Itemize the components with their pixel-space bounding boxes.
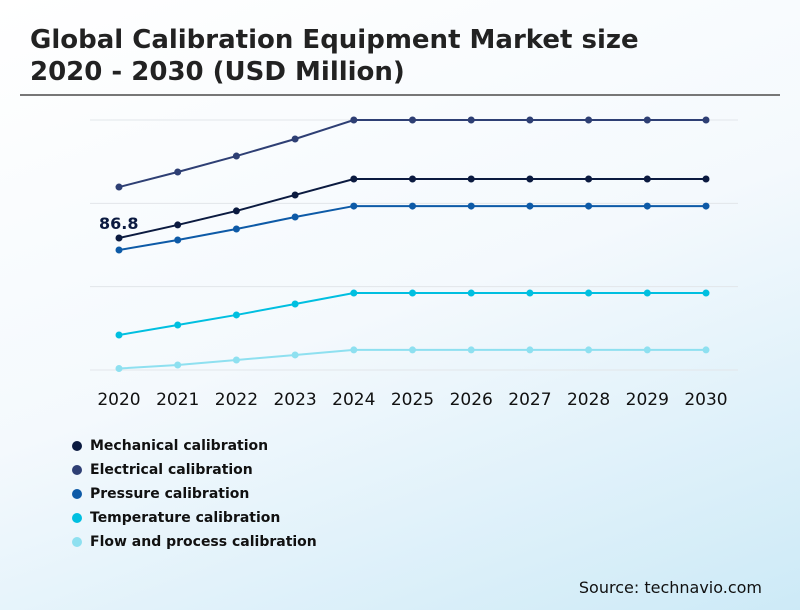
data-point (232, 356, 240, 364)
data-point (643, 202, 651, 210)
x-tick-label: 2028 (567, 390, 610, 410)
legend-dot-icon (72, 513, 82, 523)
x-tick-label: 2025 (391, 390, 434, 410)
legend-item: Electrical calibration (72, 458, 317, 482)
data-point (702, 202, 710, 210)
data-point (702, 289, 710, 297)
data-point (174, 321, 182, 329)
data-point (232, 311, 240, 319)
data-point (350, 289, 358, 297)
data-point (409, 346, 416, 354)
title-line-1: Global Calibration Equipment Market size (30, 25, 639, 55)
data-point (115, 234, 123, 242)
x-tick-label: 2026 (450, 390, 493, 410)
title-line-2: 2020 - 2030 (USD Million) (30, 57, 405, 87)
data-point (115, 331, 123, 339)
legend-item: Flow and process calibration (72, 530, 317, 554)
data-point (585, 289, 593, 297)
data-point (526, 346, 534, 354)
data-point (174, 221, 182, 229)
legend-dot-icon (72, 441, 82, 451)
data-point (232, 225, 240, 233)
data-point (643, 346, 651, 354)
legend-dot-icon (72, 465, 82, 475)
data-point (409, 202, 416, 210)
x-tick-label: 2027 (508, 390, 551, 410)
legend-label: Flow and process calibration (90, 534, 317, 550)
data-point (702, 116, 710, 124)
data-point (174, 168, 182, 176)
data-point (467, 346, 475, 354)
series-line (118, 292, 706, 337)
data-point (291, 191, 299, 199)
title-divider (20, 94, 780, 96)
data-point (702, 175, 710, 183)
data-label: 86.8 (99, 214, 138, 233)
data-point (291, 213, 299, 221)
data-point (467, 116, 475, 124)
data-point (467, 289, 475, 297)
legend: Mechanical calibration Electrical calibra… (72, 434, 317, 554)
data-point (409, 116, 416, 124)
data-point (350, 346, 358, 354)
data-point (409, 175, 416, 183)
data-point (643, 289, 651, 297)
data-point (350, 116, 358, 124)
x-tick-label: 2022 (215, 390, 258, 410)
x-tick-label: 2024 (332, 390, 375, 410)
data-point (115, 183, 123, 191)
data-point (467, 175, 475, 183)
source-text: Source: technavio.com (578, 578, 762, 597)
data-point (174, 236, 182, 244)
data-point (467, 202, 475, 210)
legend-label: Temperature calibration (90, 510, 281, 526)
data-point (174, 361, 182, 369)
legend-label: Pressure calibration (90, 486, 250, 502)
data-point (526, 175, 534, 183)
data-point (526, 116, 534, 124)
x-tick-label: 2020 (97, 390, 140, 410)
x-tick-label: 2030 (684, 390, 727, 410)
data-point (702, 346, 710, 354)
data-point (350, 175, 358, 183)
data-point (526, 289, 534, 297)
legend-label: Mechanical calibration (90, 438, 269, 454)
legend-item: Pressure calibration (72, 482, 317, 506)
legend-item: Mechanical calibration (72, 434, 317, 458)
legend-dot-icon (72, 537, 82, 547)
legend-dot-icon (72, 489, 82, 499)
x-tick-label: 2029 (626, 390, 669, 410)
data-point (291, 351, 299, 359)
data-point (232, 152, 240, 160)
data-point (350, 202, 358, 210)
data-point (585, 116, 593, 124)
chart-title: Global Calibration Equipment Market size… (30, 24, 639, 88)
data-point (526, 202, 534, 210)
data-point (115, 246, 123, 254)
data-point (643, 116, 651, 124)
data-point (291, 300, 299, 308)
data-point (585, 346, 593, 354)
data-point (232, 207, 240, 215)
x-tick-label: 2023 (273, 390, 316, 410)
data-point (585, 202, 593, 210)
data-point (643, 175, 651, 183)
legend-item: Temperature calibration (72, 506, 317, 530)
legend-label: Electrical calibration (90, 462, 253, 478)
data-point (115, 364, 123, 372)
series-line (118, 205, 706, 252)
data-point (409, 289, 416, 297)
data-point (291, 135, 299, 143)
x-tick-label: 2021 (156, 390, 199, 410)
data-point (585, 175, 593, 183)
